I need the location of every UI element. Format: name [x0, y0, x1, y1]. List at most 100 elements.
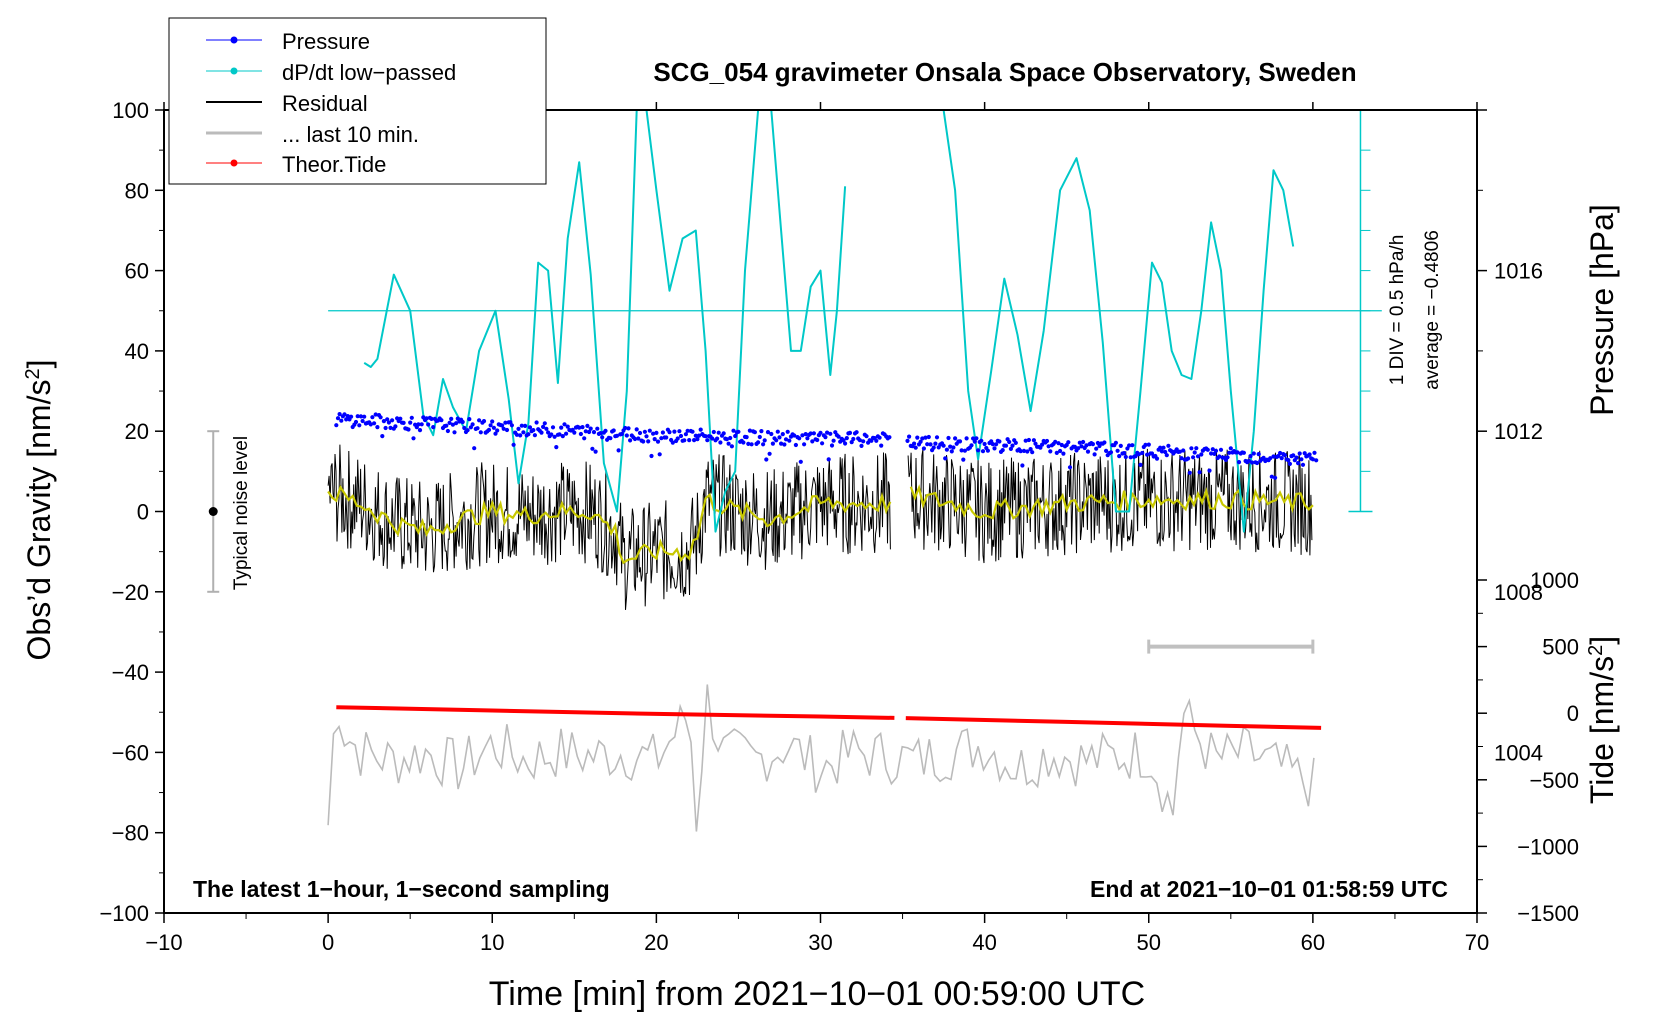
pressure-point [511, 442, 516, 447]
pressure-point [1010, 443, 1015, 448]
pressure-point [646, 439, 651, 444]
pressure-point [670, 440, 675, 445]
pressure-point [1250, 460, 1255, 465]
pressure-point [590, 446, 595, 451]
pressure-point [1030, 450, 1035, 455]
pressure-point [687, 438, 692, 443]
pressure-point [854, 430, 859, 435]
pressure-point [736, 429, 741, 434]
pressure-point [357, 423, 362, 428]
pressure-point [828, 431, 833, 436]
pressure-point [1059, 442, 1064, 448]
pressure-point [798, 459, 803, 464]
pressure-point [373, 412, 378, 417]
pressure-point [1048, 449, 1053, 454]
pressure-point [1145, 452, 1150, 457]
pressure-tick-label: 1016 [1494, 259, 1543, 284]
pressure-point [944, 447, 950, 452]
pressure-point [593, 449, 598, 454]
pressure-point [1130, 443, 1135, 448]
pressure-point [481, 419, 487, 424]
pressure-point [583, 429, 588, 434]
pressure-point [564, 431, 569, 436]
pressure-point [844, 436, 849, 441]
pressure-point [1092, 452, 1097, 457]
pressure-point [907, 434, 912, 439]
pressure-point [401, 420, 406, 425]
pressure-point [1217, 454, 1222, 459]
footer-end-time-label: End at 2021−10−01 01:58:59 UTC [1090, 876, 1448, 902]
pressure-point [1261, 455, 1266, 460]
y-tick-label: 20 [125, 419, 149, 444]
pressure-point [1038, 445, 1043, 450]
series-last-10-min [327, 684, 1315, 832]
pressure-point [390, 418, 395, 423]
pressure-point [1179, 456, 1184, 461]
pressure-point [426, 422, 431, 427]
pressure-point [1003, 443, 1009, 448]
pressure-point [974, 436, 979, 441]
pressure-point [526, 432, 531, 437]
pressure-point [762, 438, 767, 443]
pressure-point [678, 433, 684, 439]
pressure-point [1166, 443, 1171, 448]
pressure-point [591, 430, 597, 435]
pressure-point [1241, 450, 1246, 455]
pressure-point [953, 436, 958, 441]
pressure-point [431, 425, 436, 430]
pressure-point [1046, 444, 1051, 449]
pressure-point [1310, 457, 1315, 462]
y-tick-label: 80 [125, 178, 149, 203]
pressure-point [582, 436, 587, 441]
pressure-point [777, 435, 782, 440]
pressure-point [744, 435, 749, 440]
pressure-point [982, 441, 987, 447]
pressure-point [775, 429, 780, 434]
pressure-point [1307, 452, 1312, 457]
pressure-point [1054, 450, 1059, 455]
pressure-point [1026, 437, 1031, 443]
pressure-point [580, 425, 585, 430]
pressure-point [552, 434, 557, 439]
pressure-point [764, 457, 769, 462]
pressure-point [406, 427, 411, 432]
pressure-point [500, 423, 505, 428]
pressure-point [664, 435, 669, 440]
pressure-point [1140, 450, 1145, 456]
pressure-point [416, 422, 421, 427]
pressure-point [690, 429, 695, 434]
pressure-point [626, 426, 631, 431]
pressure-point [1199, 452, 1204, 457]
pressure-point [696, 433, 702, 438]
x-axis-label: Time [min] from 2021−10−01 00:59:00 UTC [489, 975, 1145, 1013]
pressure-point [1122, 451, 1127, 456]
pressure-tick-label: 1008 [1494, 580, 1543, 605]
pressure-point [493, 431, 498, 436]
pressure-point [1056, 441, 1061, 446]
legend-item-pressure: Pressure [206, 29, 370, 54]
pressure-point [951, 445, 956, 450]
pressure-point [1128, 455, 1133, 460]
pressure-point [1058, 448, 1063, 454]
pressure-point [362, 414, 367, 419]
y-axis-label-pressure: Pressure [hPa] [1584, 204, 1620, 416]
pressure-point [652, 437, 657, 442]
legend-marker-tide [230, 159, 238, 167]
pressure-point [815, 437, 820, 443]
pressure-point [358, 414, 363, 419]
pressure-point [990, 442, 995, 447]
pressure-point [1000, 448, 1005, 453]
pressure-point [779, 441, 784, 446]
pressure-point [811, 431, 817, 436]
pressure-point [1031, 438, 1036, 443]
tide-tick-label: −500 [1529, 768, 1579, 793]
pressure-point [1138, 462, 1143, 467]
pressure-point [424, 416, 429, 421]
pressure-point [1023, 438, 1028, 443]
pressure-point [651, 431, 656, 436]
pressure-tick-label: 1012 [1494, 419, 1543, 444]
pressure-point [841, 438, 846, 443]
pressure-point [1028, 447, 1033, 452]
pressure-point [677, 429, 682, 434]
pressure-point [843, 441, 848, 446]
